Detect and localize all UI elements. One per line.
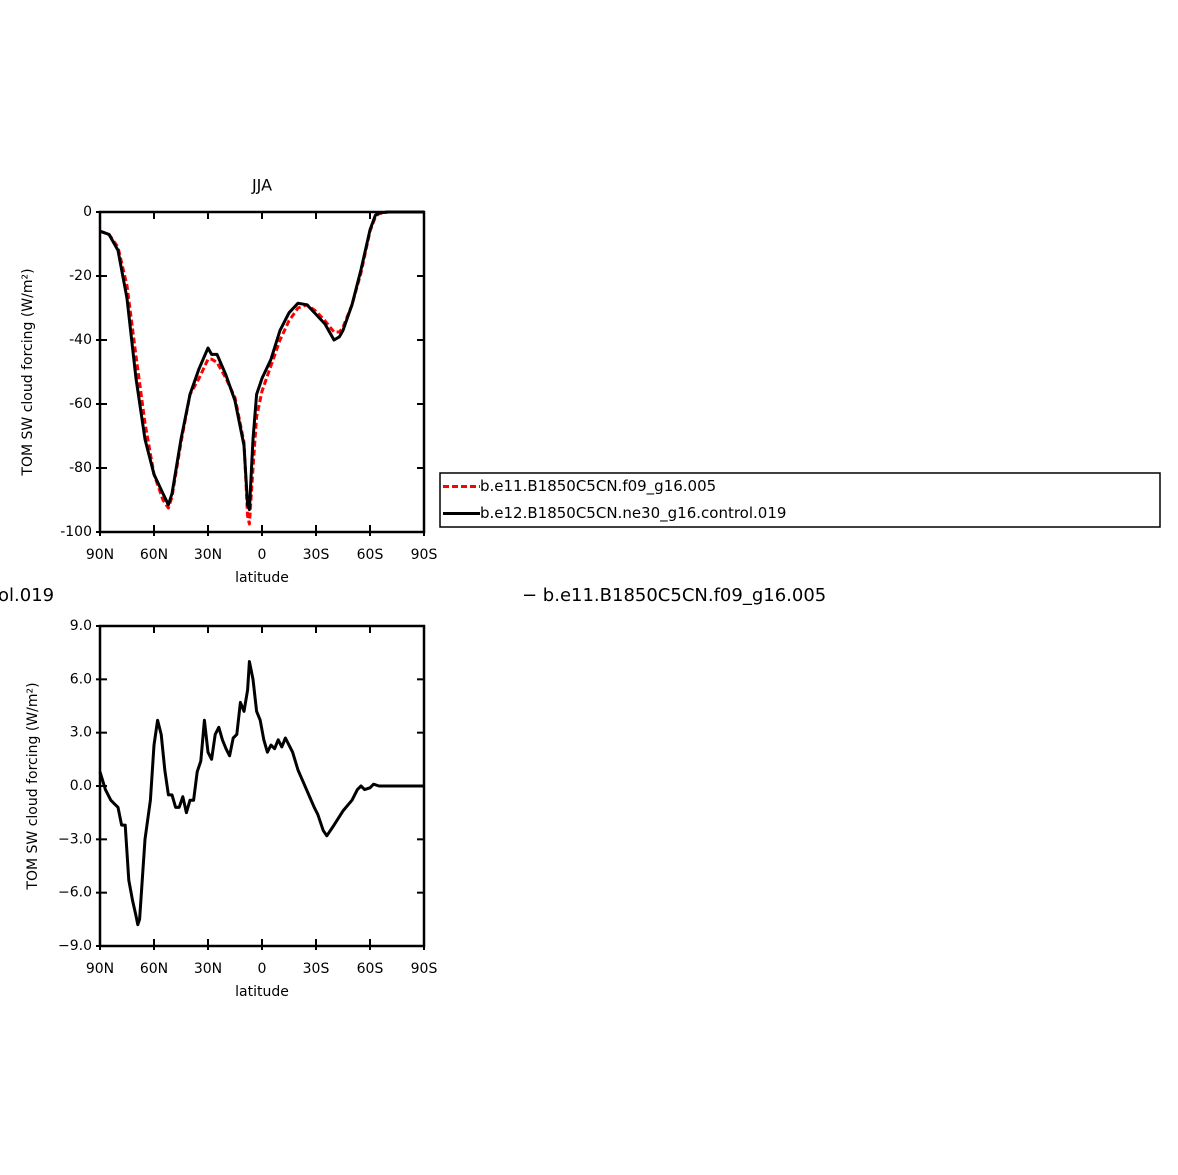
x-tick-label: 90N — [86, 961, 114, 977]
y-tick-label: 6.0 — [70, 671, 92, 687]
y-axis-label: TOM SW cloud forcing (W/m²) — [20, 268, 36, 476]
y-tick-label: -60 — [69, 396, 92, 412]
y-tick-label: -100 — [60, 524, 92, 540]
y-tick-label: 3.0 — [70, 725, 92, 741]
y-tick-label: −3.0 — [58, 831, 92, 847]
x-tick-label: 30N — [194, 547, 222, 563]
plot-frame — [98, 624, 426, 948]
x-tick-label: 90S — [411, 547, 438, 563]
y-tick-label: −6.0 — [58, 885, 92, 901]
series-line — [99, 210, 424, 526]
plot-frame — [98, 210, 426, 534]
x-tick-label: 30S — [303, 547, 330, 563]
y-axis-label: TOM SW cloud forcing (W/m²) — [25, 682, 41, 890]
chart-title: JJA — [251, 176, 272, 195]
x-tick-label: 60S — [357, 547, 384, 563]
x-tick-label: 0 — [258, 961, 267, 977]
y-tick-label: -20 — [69, 268, 92, 284]
legend-label: b.e11.B1850C5CN.f09_g16.005 — [480, 477, 716, 496]
x-tick-label: 60N — [140, 547, 168, 563]
y-tick-label: 0 — [83, 204, 92, 220]
x-axis-label: latitude — [235, 984, 289, 1000]
y-tick-label: 0.0 — [70, 778, 92, 794]
legend-box — [439, 472, 1161, 528]
series-line — [98, 660, 424, 927]
x-tick-label: 90S — [411, 961, 438, 977]
x-tick-label: 30S — [303, 961, 330, 977]
x-axis-label: latitude — [235, 570, 289, 586]
x-tick-label: 0 — [258, 547, 267, 563]
y-tick-label: -40 — [69, 332, 92, 348]
x-tick-label: 60S — [357, 961, 384, 977]
x-tick-label: 90N — [86, 547, 114, 563]
y-tick-label: 9.0 — [70, 618, 92, 634]
series-line — [99, 210, 424, 512]
y-tick-label: −9.0 — [58, 938, 92, 954]
x-tick-label: 60N — [140, 961, 168, 977]
x-tick-label: 30N — [194, 961, 222, 977]
legend-label: b.e12.B1850C5CN.ne30_g16.control.019 — [480, 504, 786, 523]
y-tick-label: -80 — [69, 460, 92, 476]
chart-title-right: − b.e11.B1850C5CN.f09_g16.005 — [522, 585, 826, 606]
chart-title-left: ol.019 — [0, 585, 54, 606]
